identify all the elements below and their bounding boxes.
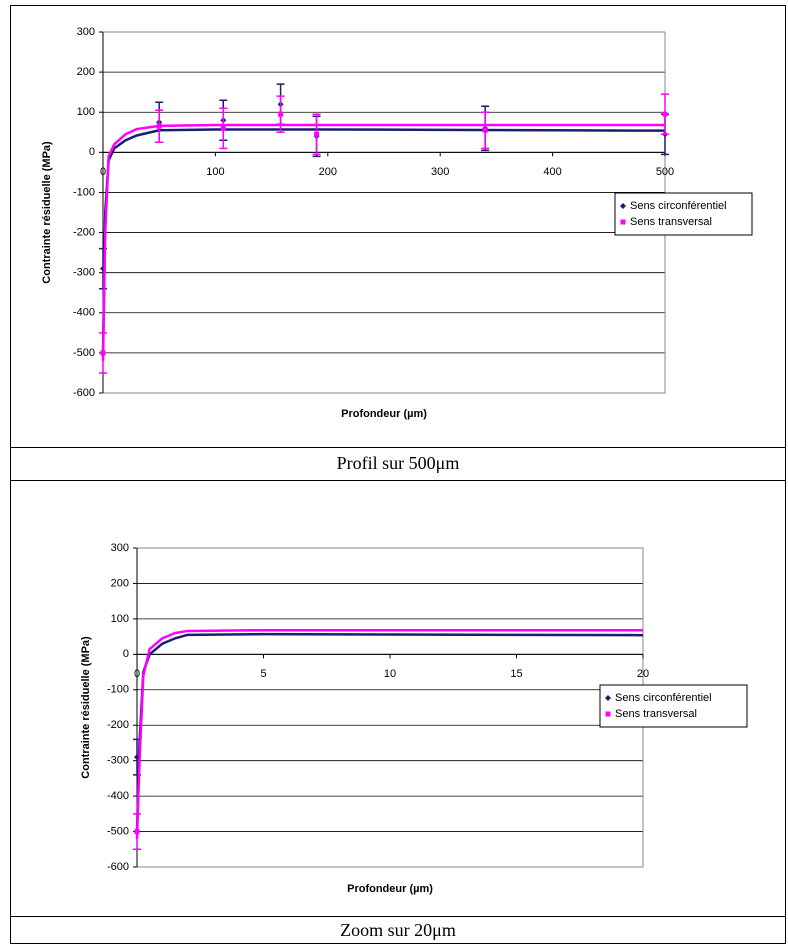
x-tick-label: 500	[656, 166, 674, 178]
x-tick-label: 400	[543, 166, 561, 178]
data-point	[156, 123, 162, 129]
fit-line	[135, 632, 644, 832]
legend-box	[614, 192, 753, 236]
y-axis-label: Contrainte résiduelle (MPa)	[41, 141, 53, 284]
x-tick-label: 15	[510, 668, 522, 680]
y-tick-label: 0	[123, 648, 129, 660]
fit-line	[101, 123, 665, 361]
y-tick-label: 0	[89, 146, 95, 158]
legend-marker	[605, 711, 611, 717]
legend-label: Sens transversal	[630, 216, 712, 228]
x-tick-label: 10	[384, 668, 396, 680]
x-axis-label: Profondeur (µm)	[347, 883, 433, 895]
legend-box	[599, 684, 748, 728]
legend-label: Sens circonférentiel	[615, 692, 712, 704]
data-point	[314, 131, 320, 137]
x-tick-label: 200	[319, 166, 337, 178]
x-tick-label: 20	[637, 668, 649, 680]
y-tick-label: 200	[77, 66, 95, 78]
y-tick-label: -600	[73, 387, 95, 399]
x-tick-label: 300	[431, 166, 449, 178]
table-border	[10, 5, 786, 944]
data-point	[662, 111, 668, 117]
data-point	[134, 829, 140, 835]
y-tick-label: -300	[107, 755, 129, 767]
y-tick-label: -600	[107, 861, 129, 873]
caption: Zoom sur 20μm	[340, 920, 456, 940]
y-tick-label: -400	[107, 790, 129, 802]
y-tick-label: 100	[77, 106, 95, 118]
y-axis-label: Contrainte résiduelle (MPa)	[80, 636, 92, 779]
y-tick-label: -100	[107, 684, 129, 696]
y-tick-label: 200	[111, 577, 129, 589]
plot-frame	[136, 547, 644, 868]
y-tick-label: -100	[73, 186, 95, 198]
y-tick-label: -200	[73, 226, 95, 238]
y-tick-label: 100	[111, 613, 129, 625]
x-tick-label: 5	[260, 668, 266, 680]
legend-marker	[620, 219, 626, 225]
y-tick-label: -500	[107, 825, 129, 837]
data-point	[220, 125, 226, 131]
legend-label: Sens transversal	[615, 708, 697, 720]
legend-label: Sens circonférentiel	[630, 200, 727, 212]
y-tick-label: -400	[73, 307, 95, 319]
data-point	[278, 111, 284, 117]
x-axis-label: Profondeur (µm)	[341, 408, 427, 420]
data-point	[482, 127, 488, 133]
plot-frame	[102, 31, 666, 394]
y-tick-label: -300	[73, 267, 95, 279]
fit-line	[101, 128, 666, 353]
legend-marker	[620, 203, 626, 209]
y-tick-label: -500	[73, 347, 95, 359]
y-tick-label: 300	[111, 542, 129, 554]
fit-line	[135, 628, 643, 839]
data-point	[100, 350, 106, 356]
x-tick-label: 100	[206, 166, 224, 178]
caption: Profil sur 500μm	[337, 453, 460, 473]
legend-marker	[605, 695, 611, 701]
y-tick-label: -200	[107, 719, 129, 731]
y-tick-label: 300	[77, 26, 95, 38]
